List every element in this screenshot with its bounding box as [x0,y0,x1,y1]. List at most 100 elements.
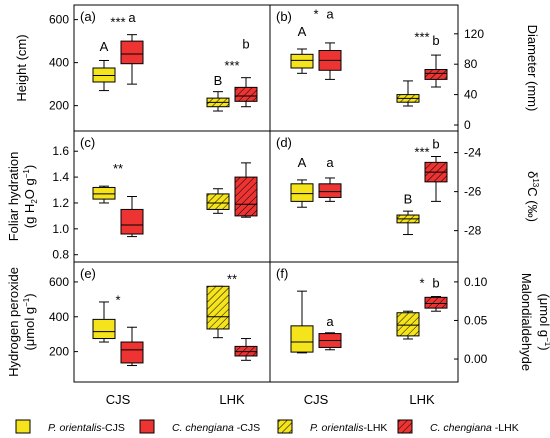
panel-label: (a) [80,9,96,24]
y-tick-label: 0 [464,118,471,132]
significance-label: a [326,7,334,22]
legend-swatch-hatch [278,420,292,433]
significance-label: a [326,155,334,170]
y-axis-label: Height (cm) [14,34,29,101]
box-body [92,186,116,200]
legend-swatch [139,419,155,434]
box-cjs-cc [318,42,342,80]
box-cjs-cc [318,332,342,351]
y-tick-label: 200 [49,99,69,113]
significance-label: A [298,24,307,39]
x-tick-label: CJS [304,392,329,407]
box-cjs-po [92,185,116,204]
panel-f: (f) 0.00 0.05 0.10 a * b Malondialdehyde(μmol g… [276,266,550,371]
box-hatch [235,87,257,102]
box-body [318,183,342,198]
box-lhk-cc [234,338,258,361]
box-cjs-po [290,179,314,208]
significance-label: *** [414,145,429,160]
box-cjs-cc [120,34,144,85]
panel-label: (e) [80,266,96,281]
y-tick-label: 0.10 [464,275,488,289]
y-tick-label: 600 [49,275,69,289]
legend-label: P. orientalis-CJS [48,422,125,434]
y-tick-label: 0.00 [464,352,488,366]
box-cjs-cc [120,326,144,367]
y-tick-label: -26 [464,185,482,199]
box-body [120,40,144,65]
significance-label: b [432,275,439,290]
y-tick-label: 1.4 [52,170,69,184]
y-axis-label: Diameter (mm) [525,25,540,112]
significance-label: a [326,314,334,329]
y-tick-label: 80 [464,57,478,71]
y-tick-label: 1.0 [52,222,69,236]
box-cjs-po [92,59,116,92]
significance-label: ** [227,272,237,287]
box-lhk-po [396,80,420,107]
y-axis-label: Foliar hydration [6,152,21,242]
box-hatch [207,193,229,210]
legend-item: C. chengiana -LHK [397,419,519,434]
box-cjs-cc [318,177,342,202]
box-body [290,325,314,353]
legend: P. orientalis-CJS C. chengiana -CJS P. ori… [15,419,519,434]
box-lhk-cc [234,77,258,108]
significance-label: *** [224,58,239,73]
x-tick-label: LHK [409,392,435,407]
box-lhk-cc [424,54,448,88]
y-axis-label-units: (μmol g−1) [22,293,37,350]
y-tick-label: 400 [49,56,69,70]
box-hatch [207,286,229,329]
box-body [120,208,144,235]
significance-label: b [432,137,439,152]
y-tick-label: 600 [49,13,69,27]
box-hatch [235,177,257,216]
box-body [290,183,314,202]
box-body [92,318,116,340]
y-tick-label: -24 [464,146,482,160]
x-tick-label: CJS [106,392,131,407]
x-tick-label: LHK [219,392,245,407]
legend-swatch-hatch [398,420,412,433]
panel-label: (c) [80,135,95,150]
legend-label: C. chengiana -LHK [430,422,519,434]
y-axis-label: Hydrogen peroxide [6,267,21,377]
box-hatch [397,312,419,336]
significance-label: *** [414,29,429,44]
box-lhk-cc [234,162,258,218]
significance-label: *** [110,14,125,29]
panel-b: (b) 0 40 80 120 A * a *** b Diameter (mm) [276,7,540,132]
legend-item: C. chengiana -CJS [139,419,260,434]
legend-label: C. chengiana -CJS [172,422,260,434]
box-hatch [425,297,447,309]
panel-label: (b) [276,9,292,24]
box-lhk-po [396,210,420,236]
box-body [92,67,116,83]
y-tick-label: 40 [464,88,478,102]
significance-label: A [298,155,307,170]
y-axis-label-units: (g H2O g−1) [22,165,39,228]
box-lhk-cc [424,296,448,312]
significance-label: b [242,37,249,52]
panel-c: (c) 0.8 1.0 1.2 1.4 1.6 ** Foliar hydration (g H… [6,135,258,262]
significance-label: * [419,275,424,290]
y-tick-label: 120 [464,27,484,41]
y-axis-label-units: (μmol g−1) [537,293,550,350]
box-body [120,341,144,364]
significance-label: a [128,10,136,25]
legend-item: P. orientalis-CJS [15,419,125,434]
y-tick-label: 1.2 [52,196,69,210]
y-tick-label: 400 [49,310,69,324]
panel-label: (f) [276,266,288,281]
box-lhk-po [206,285,230,339]
legend-swatch [15,419,31,434]
y-axis-label: Malondialdehyde [519,273,534,371]
panel-d: (d) -28 -26 -24 A a B ***b δ13C (‰) [276,135,540,238]
significance-label: B [404,191,413,206]
box-cjs-cc [120,196,144,238]
significance-label: A [100,39,109,54]
